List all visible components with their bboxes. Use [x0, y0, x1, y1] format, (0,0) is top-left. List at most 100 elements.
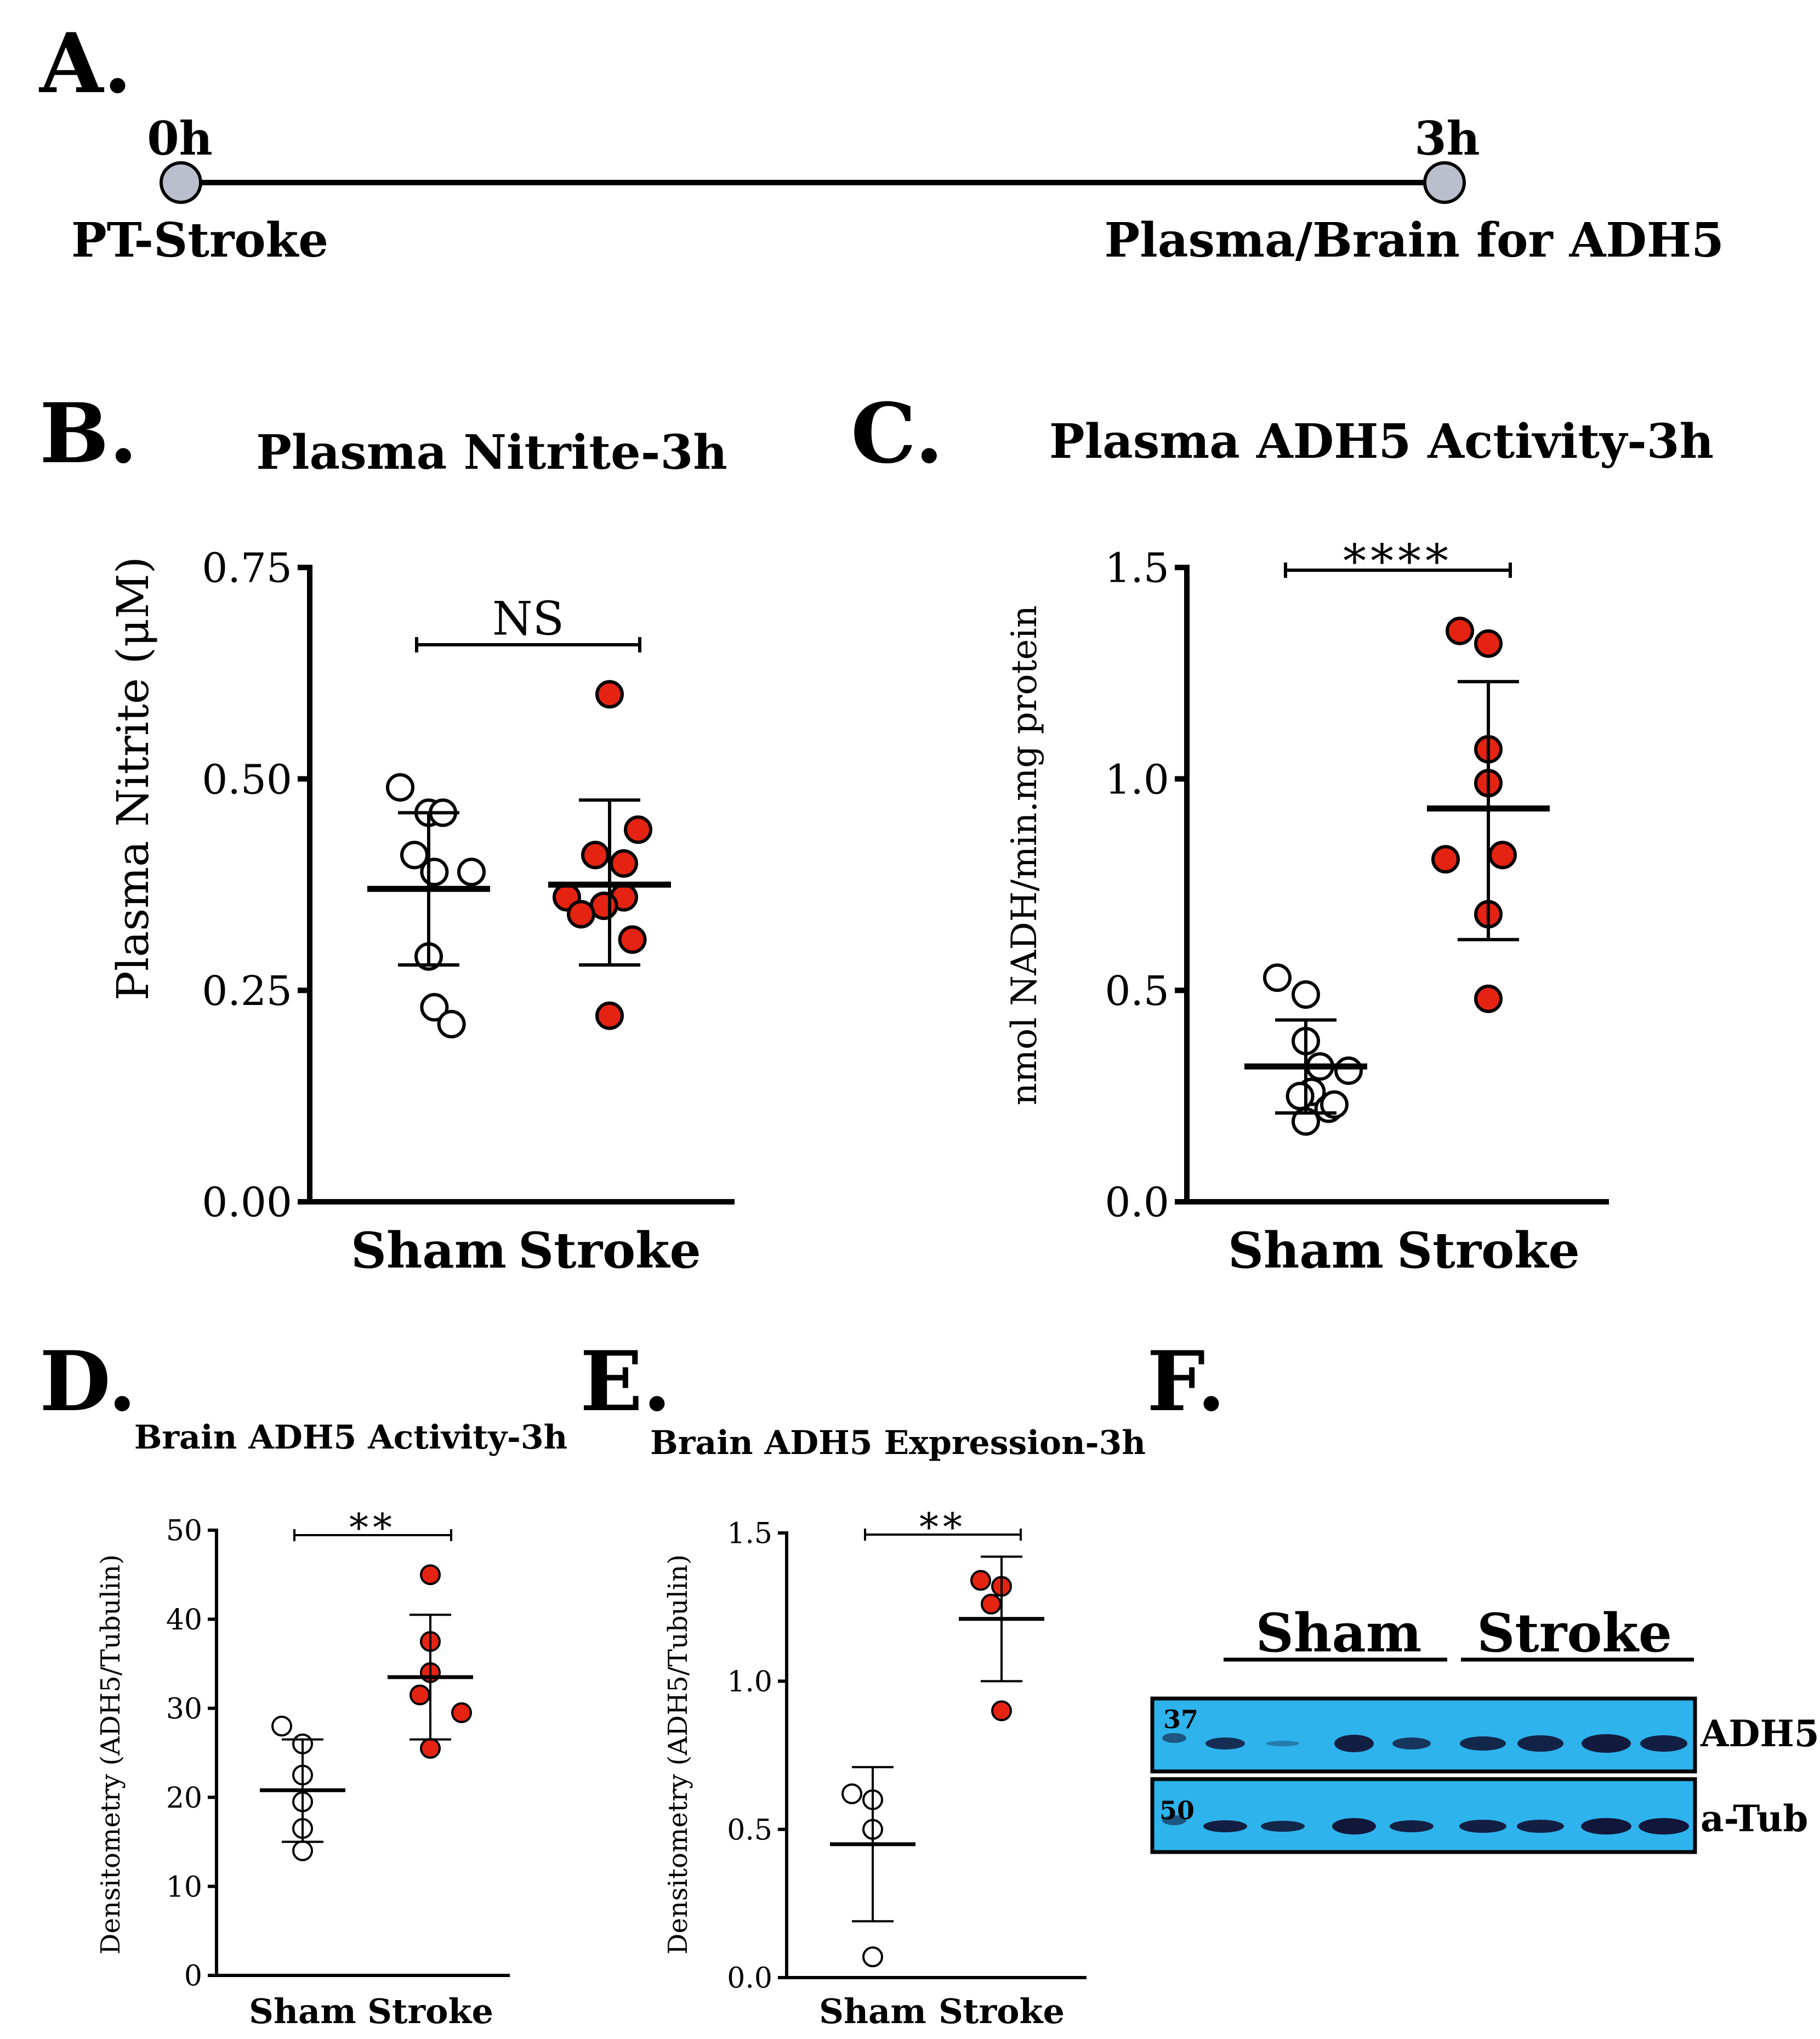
band-tubulin [1581, 1818, 1631, 1834]
blot-group-label-stroke: Stroke [1477, 1602, 1672, 1664]
band-adh5 [1517, 1735, 1563, 1752]
chart-brain-adh5-expression: Brain ADH5 Expression-3h Densitometry (AD… [650, 1424, 1146, 2031]
data-point-sham [841, 1783, 862, 1804]
data-point-stroke [610, 849, 638, 878]
data-point-stroke [970, 1570, 991, 1591]
chart-title: Brain ADH5 Expression-3h [650, 1424, 1146, 1462]
panel-letter-a: A. [38, 15, 132, 112]
panel-letter-c: C. [851, 385, 943, 482]
band-tubulin [1639, 1818, 1689, 1834]
data-point-stroke [595, 1001, 624, 1030]
y-tick-label: 0.00 [202, 1179, 292, 1226]
data-point-sham [1320, 1090, 1349, 1119]
timeline-start-time: 0h [147, 111, 213, 166]
data-point-sham [271, 1716, 292, 1737]
y-tick-label: 1.5 [1105, 545, 1169, 592]
data-point-sham [1292, 980, 1320, 1009]
x-category-label: Stroke [367, 1991, 493, 2031]
x-category-label: Stroke [1397, 1222, 1580, 1280]
ladder-band [1162, 1815, 1186, 1825]
chart-plasma-adh5-activity: Plasma ADH5 Activity-3h nmol NADH/min.mg … [1004, 414, 1714, 1280]
blot-marker-37: 37 [1163, 1705, 1198, 1734]
x-category-label: Sham [351, 1222, 507, 1280]
data-point-stroke [1474, 984, 1503, 1013]
y-tick-label: 10 [166, 1871, 202, 1904]
y-tick-label: 0.75 [202, 545, 292, 592]
data-point-stroke [991, 1700, 1012, 1722]
x-category-label: Sham [1228, 1222, 1384, 1280]
band-adh5 [1266, 1741, 1299, 1746]
ladder-band [1162, 1733, 1186, 1743]
chart-plasma-nitrite: Plasma Nitrite-3h Plasma Nitrite (μM) 0.00… [107, 425, 735, 1280]
data-point-stroke [567, 900, 595, 929]
timeline-end-label: Plasma/Brain for ADH5 [1105, 213, 1724, 268]
y-tick-label: 0.5 [1105, 968, 1169, 1015]
timeline-end-time: 3h [1414, 111, 1480, 166]
band-adh5 [1205, 1737, 1245, 1750]
blot-bands-tubulin [1162, 1815, 1689, 1834]
panel-a: A. 0h 3h PT-Stroke Plasma/Brain for ADH5 [38, 15, 1724, 268]
band-adh5 [1460, 1736, 1506, 1751]
data-point-stroke [420, 1564, 441, 1586]
y-tick-label: 1.5 [727, 1518, 772, 1550]
data-point-stroke [420, 1737, 441, 1759]
chart-title: Plasma Nitrite-3h [256, 425, 727, 480]
data-point-stroke [1431, 845, 1460, 874]
significance-label: ** [349, 1506, 396, 1550]
panel-f-western-blot: Sham Stroke 37 ADH5 50 a-Tub [1150, 1602, 1819, 1854]
blot-group-label-sham: Sham [1256, 1602, 1422, 1664]
y-tick-label: 20 [166, 1782, 202, 1815]
x-category-label: Stroke [518, 1222, 701, 1280]
y-tick-label: 0.0 [727, 1962, 772, 1995]
data-point-sham [1286, 1082, 1315, 1111]
panel-letter-f: F. [1147, 1333, 1226, 1430]
y-tick-label: 0.25 [202, 968, 292, 1015]
y-tick-label: 50 [166, 1515, 202, 1548]
band-adh5 [1334, 1735, 1374, 1752]
significance-label: NS [492, 592, 564, 646]
data-point-sham [1334, 1056, 1363, 1085]
y-axis-label: Densitometry (ADH5/Tubulin) [95, 1554, 126, 1955]
band-tubulin [1332, 1818, 1376, 1834]
data-point-stroke [981, 1593, 1002, 1615]
blot-label-atub: a-Tub [1700, 1797, 1808, 1840]
chart-title: Brain ADH5 Activity-3h [134, 1418, 568, 1457]
band-adh5 [1392, 1737, 1431, 1750]
data-point-sham [1263, 963, 1292, 992]
timeline-start-label: PT-Stroke [71, 213, 328, 268]
y-tick-label: 1.0 [1105, 756, 1169, 803]
y-axis-label: nmol NADH/min.mg protein [1004, 605, 1045, 1105]
y-axis-label: Plasma Nitrite (μM) [107, 556, 158, 1001]
significance-label: ** [919, 1505, 966, 1550]
panel-letter-d: D. [39, 1333, 136, 1430]
band-adh5 [1640, 1735, 1687, 1752]
panel-letter-b: B. [39, 385, 138, 482]
data-point-stroke [595, 680, 624, 709]
data-point-stroke [1488, 840, 1517, 870]
significance-label: **** [1343, 535, 1453, 588]
data-point-stroke [1474, 629, 1503, 658]
y-tick-label: 1.0 [727, 1666, 772, 1699]
data-point-stroke [1446, 616, 1474, 645]
y-tick-label: 0 [184, 1960, 202, 1993]
y-tick-label: 0.5 [727, 1814, 772, 1847]
x-category-label: Sham [819, 1991, 926, 2031]
panel-letter-e: E. [580, 1333, 672, 1430]
y-tick-label: 0.0 [1105, 1179, 1169, 1226]
blot-label-adh5: ADH5 [1700, 1712, 1819, 1755]
y-tick-label: 0.50 [202, 756, 292, 803]
band-tubulin [1261, 1821, 1305, 1832]
data-point-sham [386, 773, 414, 802]
band-tubulin [1459, 1820, 1506, 1833]
x-category-label: Stroke [939, 1991, 1065, 2031]
data-point-stroke [581, 840, 610, 870]
data-point-sham [420, 993, 449, 1022]
band-tubulin [1517, 1820, 1564, 1833]
data-point-sham [292, 1840, 313, 1861]
data-point-stroke [624, 815, 652, 844]
data-point-sham [437, 1010, 466, 1039]
x-category-label: Sham [249, 1991, 356, 2031]
data-point-sham [420, 857, 449, 887]
timeline-start-node [160, 161, 202, 204]
